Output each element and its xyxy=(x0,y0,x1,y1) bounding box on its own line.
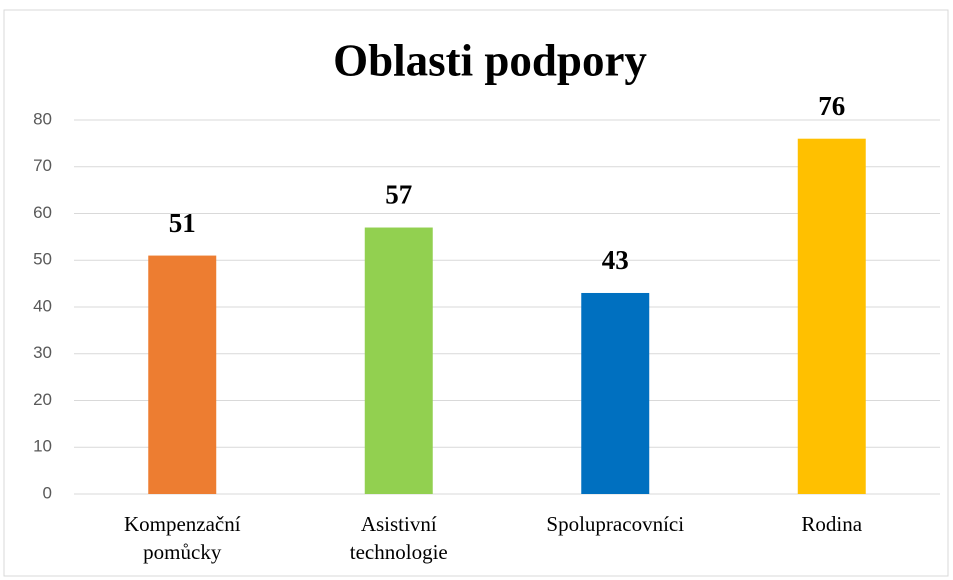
x-tick-label: Kompenzační pomůcky xyxy=(123,512,241,564)
y-tick-label: 20 xyxy=(33,390,52,409)
bar xyxy=(364,227,433,494)
y-tick-label: 30 xyxy=(33,343,52,362)
y-tick-label: 0 xyxy=(43,483,52,502)
x-tick-label: Spolupracovníci xyxy=(546,512,685,536)
x-tick-label: Asistivní technologie xyxy=(349,512,448,564)
chart-title: Oblasti podpory xyxy=(333,35,647,85)
bar xyxy=(148,255,217,494)
bar xyxy=(797,138,866,494)
x-tick-label: Rodina xyxy=(801,512,863,536)
bar xyxy=(581,292,650,494)
value-label: 76 xyxy=(818,91,845,121)
y-tick-label: 60 xyxy=(33,203,52,222)
y-tick-label: 50 xyxy=(33,250,52,269)
value-label: 43 xyxy=(602,245,629,275)
value-label: 57 xyxy=(385,180,412,210)
y-tick-label: 70 xyxy=(33,156,52,175)
value-label: 51 xyxy=(169,208,196,238)
y-tick-label: 80 xyxy=(33,109,52,128)
y-tick-label: 10 xyxy=(33,437,52,456)
y-tick-label: 40 xyxy=(33,296,52,315)
